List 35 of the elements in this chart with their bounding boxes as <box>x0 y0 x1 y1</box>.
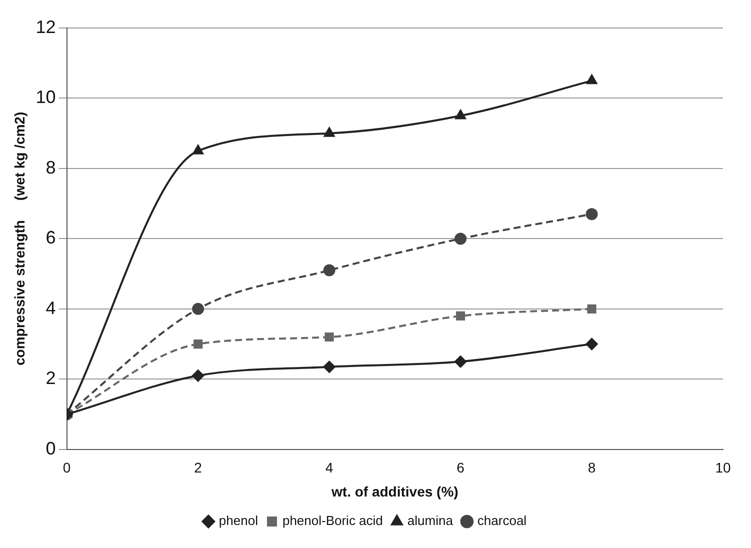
point <box>194 340 203 349</box>
legend-label: charcoal <box>477 513 527 528</box>
y-tick-label: 12 <box>36 16 56 37</box>
point <box>323 264 336 276</box>
x-axis-title: wt. of additives (%) <box>330 483 458 500</box>
y-tick-label: 0 <box>46 438 56 458</box>
y-axis-title: compressive strength (wet kg /cm2) <box>11 112 28 366</box>
y-tick-label: 6 <box>46 228 56 248</box>
point <box>455 110 466 120</box>
x-tick-label: 10 <box>715 460 731 476</box>
y-tick-label: 2 <box>46 368 56 388</box>
point <box>586 338 598 350</box>
point <box>324 332 334 342</box>
y-tick-label: 4 <box>46 298 56 318</box>
point <box>586 74 598 84</box>
legend-label: phenol-Boric acid <box>282 513 383 528</box>
point <box>456 311 466 320</box>
point <box>587 304 596 314</box>
legend-label: phenol <box>218 513 258 528</box>
point <box>586 208 598 220</box>
x-tick-label: 2 <box>194 460 202 476</box>
x-tick-label: 6 <box>456 460 465 476</box>
point <box>192 302 204 315</box>
y-tick-label: 10 <box>36 87 56 108</box>
x-tick-label: 0 <box>62 460 71 476</box>
point <box>454 232 467 245</box>
point <box>454 356 467 368</box>
point <box>192 370 204 382</box>
y-tick-label: 8 <box>46 157 56 178</box>
point <box>324 127 335 137</box>
point <box>323 360 336 373</box>
point <box>192 144 204 154</box>
x-tick-label: 8 <box>588 460 596 476</box>
legend-label: alumina <box>407 513 454 528</box>
x-tick-label: 4 <box>325 460 334 476</box>
